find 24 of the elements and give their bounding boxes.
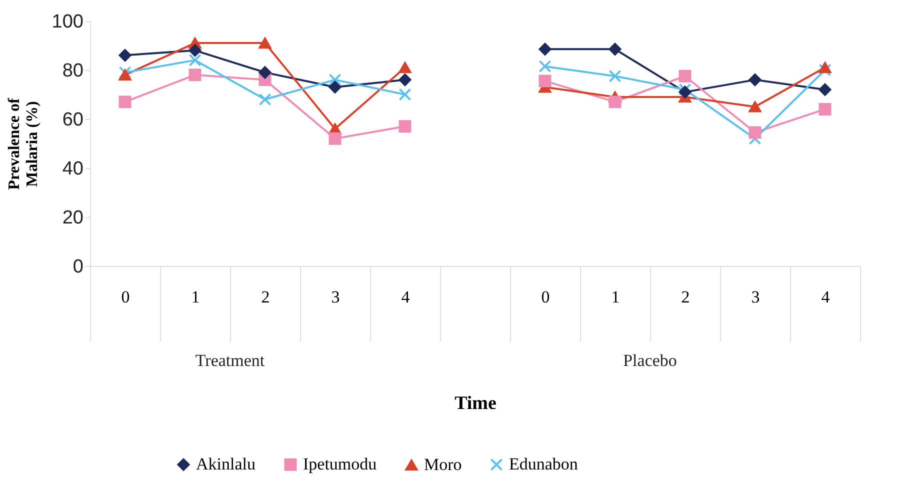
y-tick-label: 40	[62, 158, 84, 180]
y-tick-label: 0	[72, 256, 84, 278]
x-tick-label: 2	[681, 288, 690, 306]
x-tick-label: 4	[821, 288, 830, 306]
y-tick-label: 100	[52, 12, 84, 32]
legend-label: Edunabon	[509, 454, 578, 474]
x-tick-label: 3	[751, 288, 760, 306]
x-tick-label: 2	[261, 288, 270, 306]
y-tick-label: 60	[62, 110, 84, 130]
x-tick-label: 1	[191, 288, 200, 306]
y-axis-title: Prevalence of Malaria (%)	[6, 98, 41, 190]
x-tick-label: 0	[121, 288, 130, 306]
x-tick-label: 3	[331, 288, 340, 306]
text: Placebo	[623, 351, 677, 370]
x-tick-label: 0	[541, 288, 550, 306]
x-axis-title: Time	[454, 393, 496, 414]
legend-label: Ipetumodu	[303, 454, 378, 474]
legend-label: Akinlalu	[196, 454, 256, 474]
y-tick-label: 80	[62, 60, 84, 82]
x-tick-label: 4	[401, 288, 410, 306]
text: Treatment	[195, 351, 265, 370]
legend-label: Moro	[424, 454, 462, 474]
x-tick-label: 1	[611, 288, 620, 306]
y-tick-label: 20	[62, 208, 84, 228]
